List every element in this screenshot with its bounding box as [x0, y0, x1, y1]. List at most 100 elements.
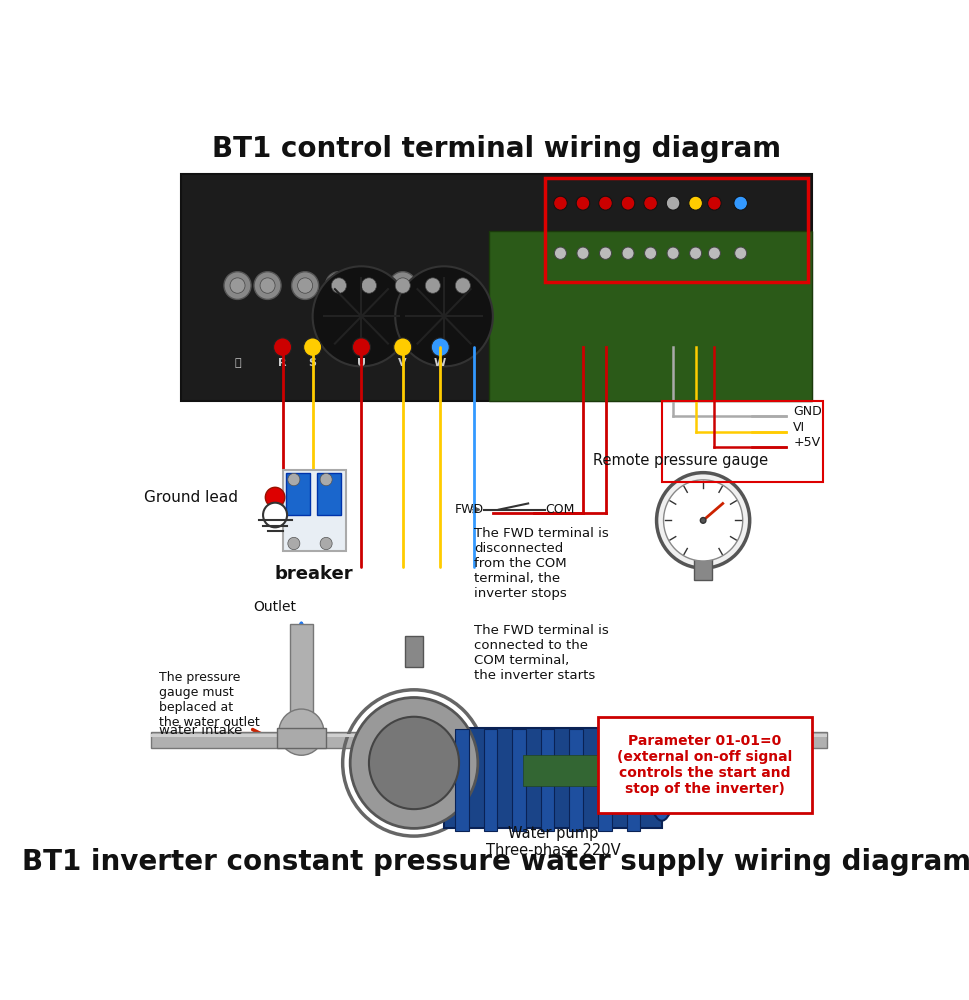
Circle shape: [230, 278, 245, 293]
Circle shape: [326, 272, 353, 299]
Circle shape: [420, 272, 447, 299]
Circle shape: [664, 480, 742, 561]
Text: ⏚: ⏚: [234, 358, 241, 368]
Bar: [181, 174, 812, 401]
Text: BT1 control terminal wiring diagram: BT1 control terminal wiring diagram: [212, 135, 781, 163]
Circle shape: [350, 698, 478, 828]
Circle shape: [554, 247, 567, 259]
Circle shape: [224, 272, 251, 299]
Circle shape: [263, 503, 287, 527]
Text: The FWD terminal is
connected to the
COM terminal,
the inverter starts: The FWD terminal is connected to the COM…: [474, 624, 609, 682]
Bar: [662, 401, 824, 482]
Text: water intake: water intake: [159, 724, 242, 737]
Circle shape: [621, 196, 635, 210]
Bar: [405, 636, 423, 667]
Text: breaker: breaker: [275, 565, 354, 583]
Circle shape: [303, 338, 322, 356]
Text: GND: GND: [794, 405, 822, 418]
Text: VI: VI: [794, 421, 805, 434]
Circle shape: [390, 272, 417, 299]
Bar: [523, 755, 628, 786]
Circle shape: [425, 278, 440, 293]
Circle shape: [266, 487, 285, 507]
Circle shape: [320, 473, 332, 486]
Bar: [513, 729, 526, 831]
Circle shape: [577, 196, 590, 210]
Bar: [598, 729, 611, 831]
Circle shape: [288, 537, 299, 550]
Circle shape: [320, 537, 332, 550]
Circle shape: [600, 247, 611, 259]
Bar: [444, 728, 662, 828]
Text: BT1 inverter constant pressure water supply wiring diagram: BT1 inverter constant pressure water sup…: [22, 848, 969, 876]
Circle shape: [701, 518, 706, 523]
Text: W: W: [434, 358, 447, 368]
Circle shape: [395, 266, 493, 366]
Circle shape: [577, 247, 589, 259]
Circle shape: [599, 196, 612, 210]
Ellipse shape: [646, 721, 676, 821]
Circle shape: [667, 196, 680, 210]
Ellipse shape: [429, 721, 459, 821]
Bar: [455, 729, 469, 831]
Bar: [283, 470, 346, 551]
Text: Parameter 01-01=0
(external on-off signal
controls the start and
stop of the inv: Parameter 01-01=0 (external on-off signa…: [617, 734, 793, 796]
Circle shape: [734, 196, 747, 210]
Text: S: S: [308, 358, 317, 368]
Bar: [627, 729, 641, 831]
Text: U: U: [357, 358, 366, 368]
Circle shape: [689, 196, 703, 210]
Text: FWD: FWD: [454, 503, 484, 516]
Bar: [151, 734, 827, 737]
Circle shape: [735, 247, 747, 259]
Bar: [541, 729, 554, 831]
Bar: [151, 732, 827, 748]
Circle shape: [353, 338, 370, 356]
Text: Outlet: Outlet: [254, 600, 297, 614]
Circle shape: [331, 278, 346, 293]
Bar: [694, 558, 712, 580]
Circle shape: [313, 266, 410, 366]
Circle shape: [455, 278, 470, 293]
Circle shape: [292, 272, 319, 299]
Text: Ground lead: Ground lead: [143, 490, 237, 505]
Bar: [484, 729, 497, 831]
Text: +5V: +5V: [794, 436, 821, 449]
Circle shape: [644, 247, 657, 259]
Circle shape: [369, 717, 459, 809]
Circle shape: [553, 196, 567, 210]
Bar: [290, 624, 313, 732]
Circle shape: [273, 338, 292, 356]
Circle shape: [288, 473, 299, 486]
Text: Water pump
Three-phase 220V: Water pump Three-phase 220V: [485, 826, 620, 858]
Text: The pressure
gauge must
beplaced at
the water outlet: The pressure gauge must beplaced at the …: [159, 671, 260, 729]
Circle shape: [667, 247, 679, 259]
Circle shape: [393, 338, 412, 356]
Bar: [287, 473, 310, 515]
Bar: [570, 729, 583, 831]
Text: R: R: [278, 358, 287, 368]
Circle shape: [260, 278, 275, 293]
Text: The FWD terminal is
disconnected
from the COM
terminal, the
inverter stops: The FWD terminal is disconnected from th…: [474, 527, 609, 600]
Bar: [317, 473, 341, 515]
Circle shape: [395, 278, 410, 293]
Circle shape: [361, 278, 376, 293]
Circle shape: [356, 272, 383, 299]
Circle shape: [622, 247, 634, 259]
Bar: [489, 231, 812, 401]
Bar: [276, 728, 327, 748]
Circle shape: [254, 272, 281, 299]
Circle shape: [450, 272, 477, 299]
Bar: [546, 178, 808, 282]
Circle shape: [657, 473, 750, 568]
Text: COM: COM: [546, 503, 575, 516]
Circle shape: [690, 247, 702, 259]
Circle shape: [431, 338, 450, 356]
Circle shape: [643, 196, 657, 210]
FancyBboxPatch shape: [598, 717, 812, 813]
Text: Remote pressure gauge: Remote pressure gauge: [593, 453, 768, 468]
Text: V: V: [398, 358, 407, 368]
Circle shape: [708, 247, 720, 259]
Circle shape: [707, 196, 721, 210]
Circle shape: [279, 709, 324, 755]
